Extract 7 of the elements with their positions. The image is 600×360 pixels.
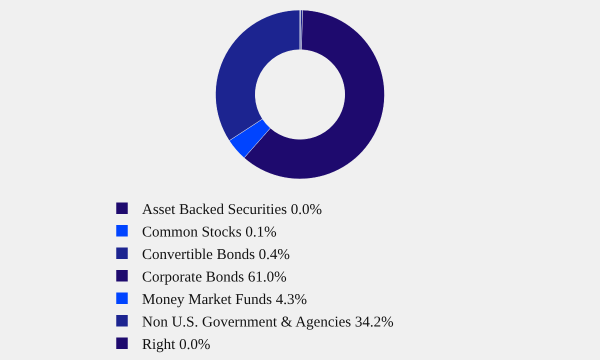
legend-label: Right 0.0% [142, 337, 210, 354]
legend-label: Corporate Bonds 61.0% [142, 270, 287, 286]
legend-label: Asset Backed Securities 0.0% [142, 202, 322, 218]
legend-label: Convertible Bonds 0.4% [142, 247, 290, 264]
legend-label: Non U.S. Government & Agencies 34.2% [142, 314, 394, 331]
legend-label: Money Market Funds 4.3% [142, 292, 307, 308]
legend-label: Common Stocks 0.1% [142, 224, 277, 241]
